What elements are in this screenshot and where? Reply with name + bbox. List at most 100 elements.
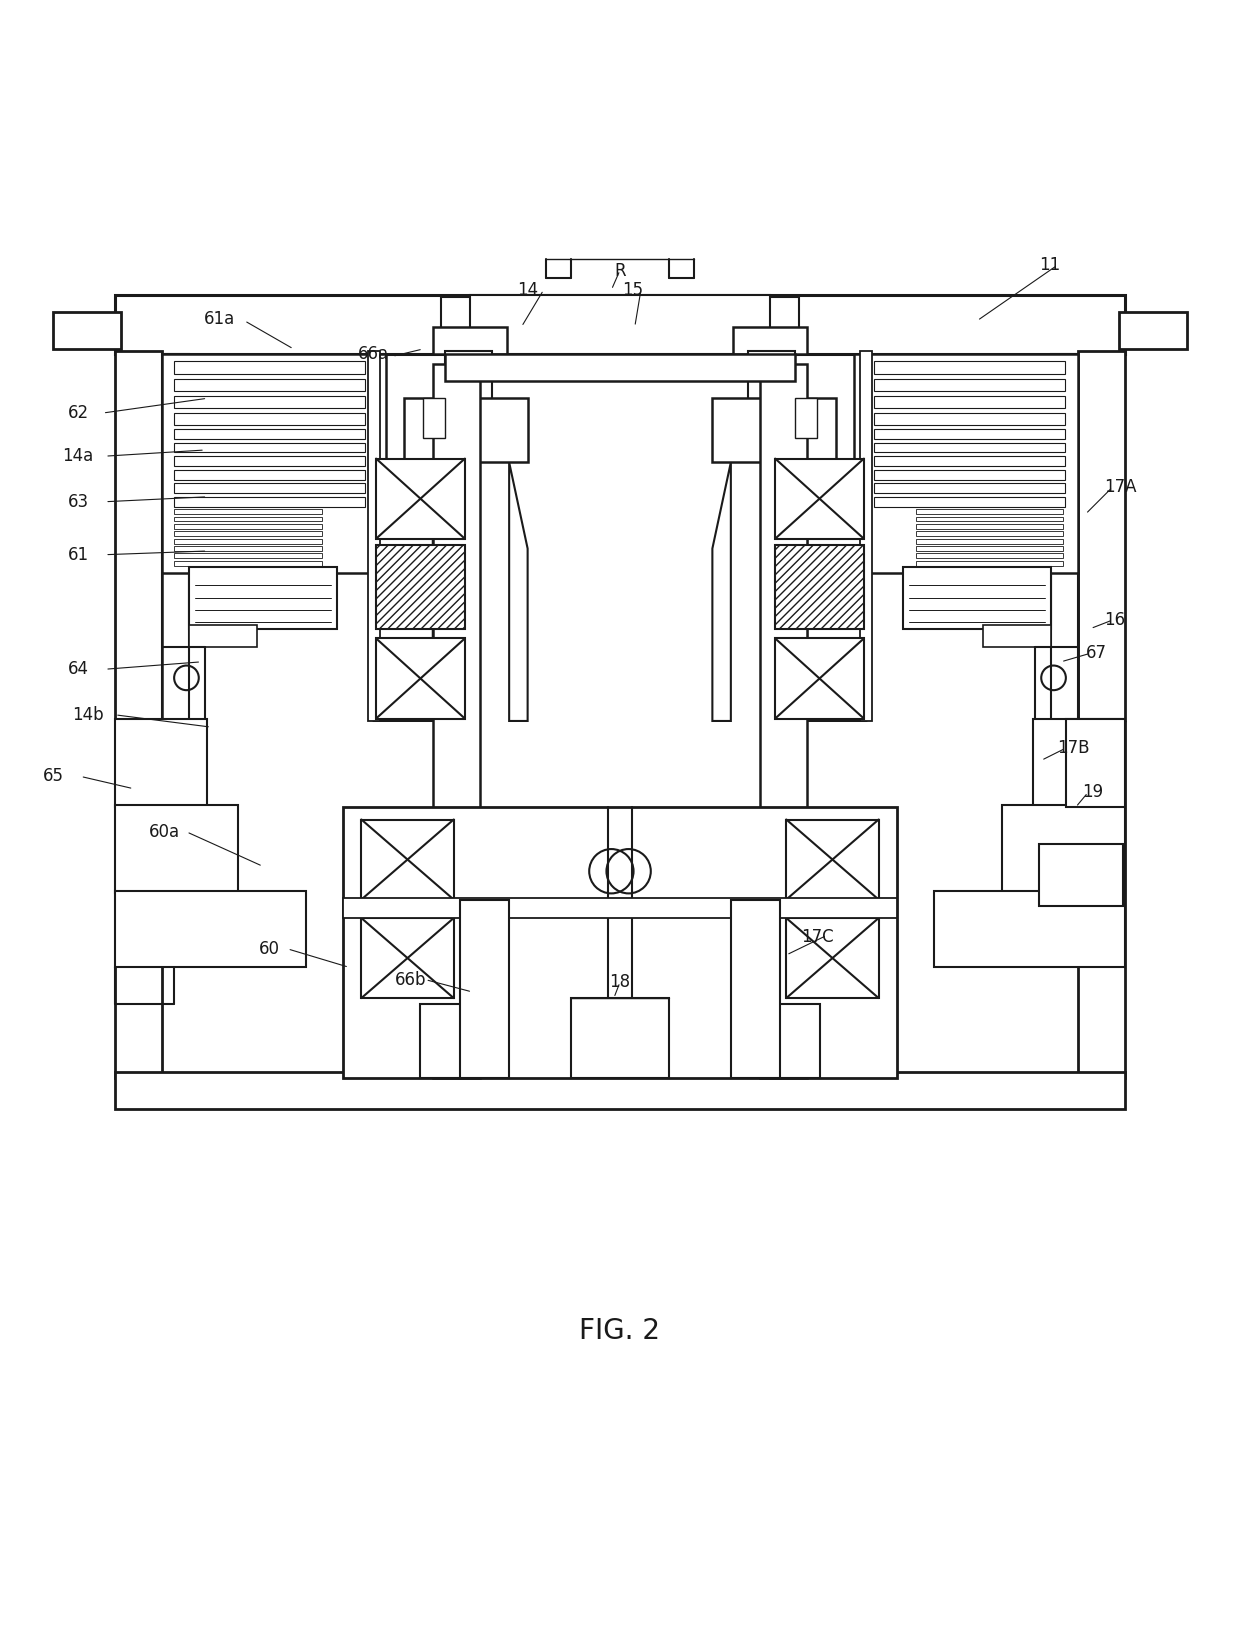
Bar (343, 806, 897, 1078)
Bar (174, 443, 365, 452)
Bar (874, 429, 1065, 439)
Bar (433, 326, 507, 354)
Bar (174, 470, 365, 480)
Bar (174, 361, 365, 374)
Bar (174, 429, 365, 439)
Bar (786, 918, 879, 998)
Bar (983, 624, 1052, 647)
Text: 16: 16 (1104, 611, 1125, 629)
Bar (915, 516, 1064, 521)
Bar (445, 354, 795, 380)
Text: FIG. 2: FIG. 2 (579, 1316, 661, 1344)
Bar (376, 459, 465, 539)
Bar (174, 395, 365, 408)
Text: 14: 14 (517, 280, 538, 298)
Bar (775, 544, 864, 629)
Text: 63: 63 (67, 493, 88, 511)
Bar (174, 510, 322, 515)
Bar (748, 351, 795, 400)
Text: 67: 67 (1085, 644, 1106, 662)
Bar (1118, 311, 1187, 349)
Text: 66a: 66a (358, 344, 389, 362)
Bar (874, 413, 1065, 426)
Bar (433, 364, 480, 1078)
Bar (361, 918, 454, 998)
Bar (570, 998, 670, 1078)
Bar (376, 544, 465, 629)
Bar (915, 531, 1064, 536)
Bar (460, 900, 510, 1078)
Text: 17C: 17C (801, 928, 833, 946)
Bar (174, 554, 322, 559)
Bar (470, 295, 770, 354)
Text: 61a: 61a (205, 310, 236, 328)
Bar (174, 484, 365, 493)
Bar (367, 351, 379, 721)
Bar (404, 398, 528, 462)
Bar (874, 470, 1065, 480)
Bar (361, 820, 454, 900)
Bar (343, 898, 897, 918)
Bar (174, 546, 322, 551)
Bar (174, 456, 365, 465)
Polygon shape (807, 462, 867, 721)
Bar (676, 297, 799, 349)
Text: 18: 18 (609, 974, 631, 992)
Bar (1002, 805, 1125, 893)
Bar (786, 820, 879, 900)
Polygon shape (373, 462, 433, 721)
Text: 19: 19 (1081, 783, 1104, 801)
Bar (53, 311, 122, 349)
Bar (915, 524, 1064, 529)
Bar (376, 639, 465, 718)
Polygon shape (510, 462, 528, 721)
Bar (420, 1005, 492, 1078)
Bar (441, 297, 564, 349)
Bar (174, 561, 322, 565)
Polygon shape (712, 462, 730, 721)
Text: R: R (614, 262, 626, 280)
Bar (1066, 718, 1125, 806)
Bar (795, 398, 817, 438)
Bar (874, 456, 1065, 465)
Bar (1052, 354, 1078, 721)
Bar (1033, 718, 1125, 806)
Bar (423, 398, 445, 438)
Bar (174, 413, 365, 426)
Bar (861, 351, 873, 721)
Text: 65: 65 (43, 767, 64, 785)
Bar (174, 531, 322, 536)
Bar (115, 351, 161, 1078)
Bar (874, 361, 1065, 374)
Bar (903, 567, 1052, 629)
Bar (115, 892, 306, 967)
Bar (760, 364, 807, 1078)
Bar (174, 516, 322, 521)
Text: 17B: 17B (1058, 739, 1090, 757)
Bar (188, 624, 257, 647)
Bar (874, 395, 1065, 408)
Bar (115, 718, 207, 806)
Text: 64: 64 (67, 661, 88, 679)
Bar (775, 459, 864, 539)
Bar (775, 639, 864, 718)
Bar (188, 567, 337, 629)
Bar (115, 295, 1125, 354)
Text: 60a: 60a (149, 823, 180, 841)
Bar (915, 554, 1064, 559)
Bar (915, 546, 1064, 551)
Bar (730, 900, 780, 1078)
Text: 17A: 17A (1104, 479, 1137, 497)
Bar (161, 354, 386, 574)
Bar (1039, 844, 1122, 906)
Bar (174, 379, 365, 390)
Bar (748, 1005, 820, 1078)
Bar (934, 892, 1125, 967)
Bar (115, 805, 238, 893)
Text: 60: 60 (258, 939, 279, 957)
Bar (115, 1072, 1125, 1110)
Bar (874, 484, 1065, 493)
Bar (174, 524, 322, 529)
Bar (712, 398, 836, 462)
Bar (161, 354, 188, 721)
